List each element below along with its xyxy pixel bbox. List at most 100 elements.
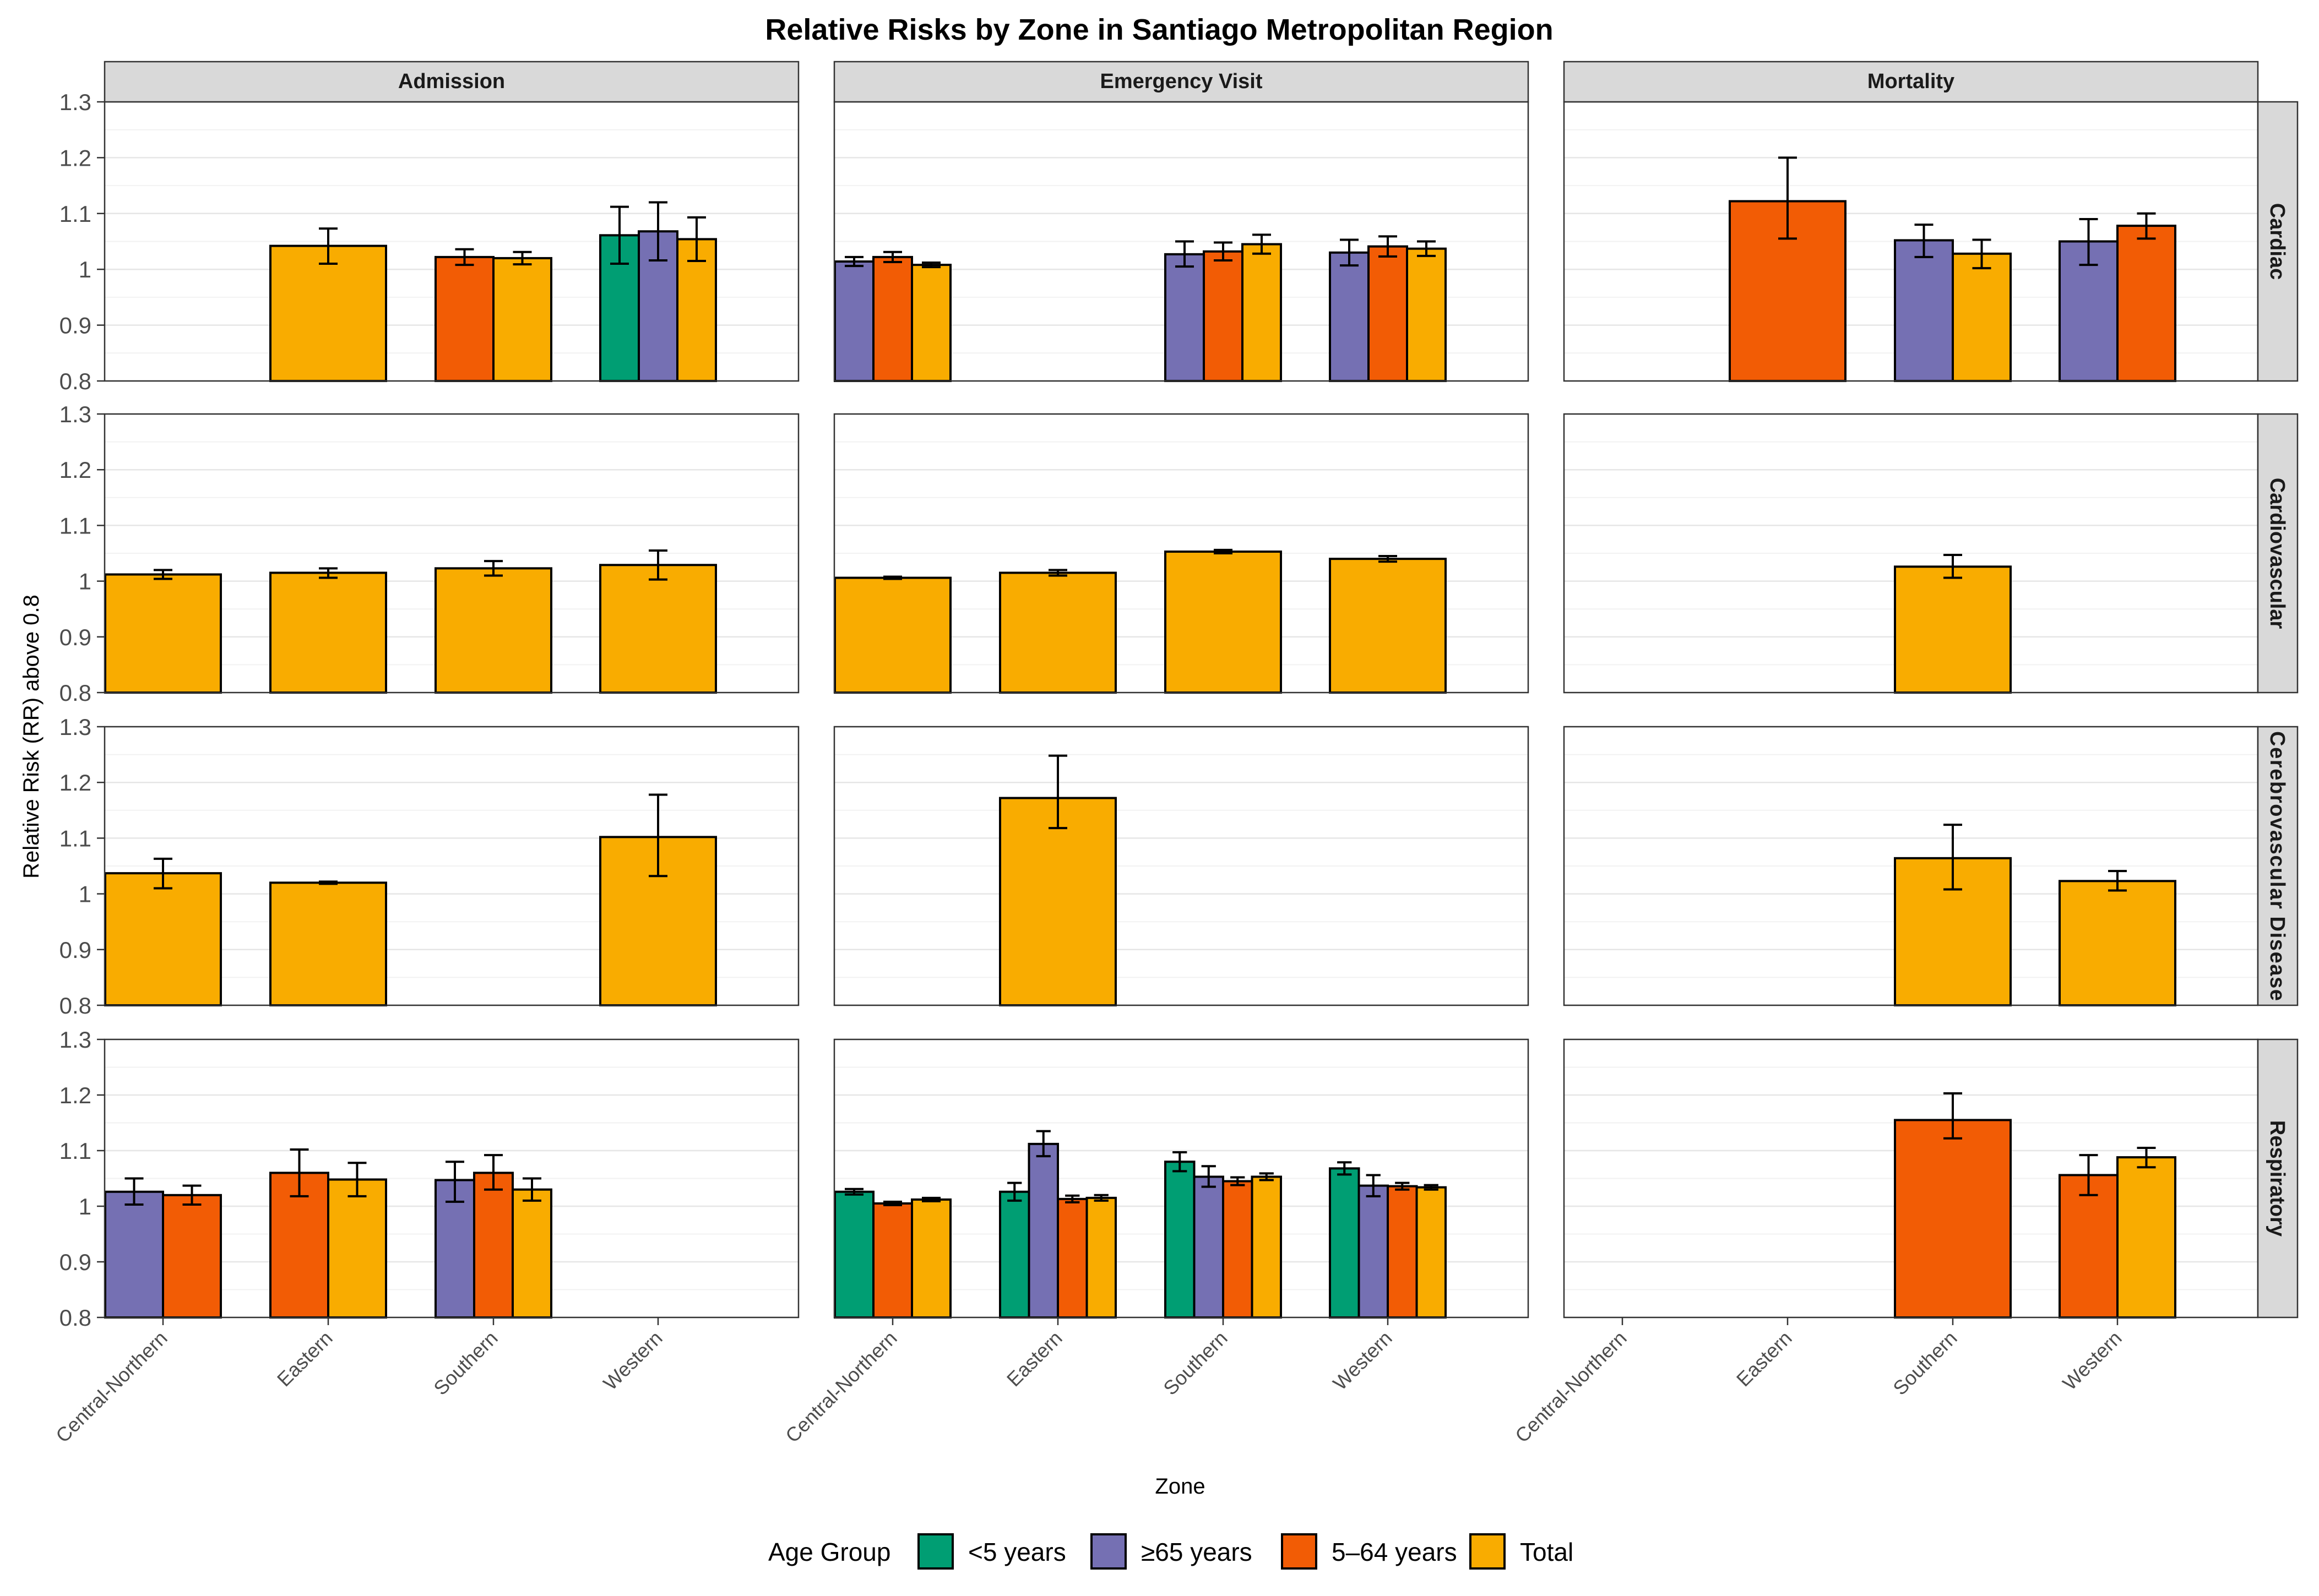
strip-background xyxy=(833,61,1529,103)
row-strip-label: Cardiac xyxy=(2266,203,2289,280)
y-tick-label: 1 xyxy=(79,257,91,282)
bar-respiratory-admission-southern-5-64-years xyxy=(473,1172,514,1319)
legend-label: ≥65 years xyxy=(1141,1538,1252,1566)
error-bar xyxy=(1366,1174,1381,1197)
bar-respiratory-emergency-visit-southern-total xyxy=(1251,1175,1282,1319)
bar-cardiac-emergency-visit-southern-5-64-years xyxy=(1203,250,1243,383)
error-bar xyxy=(1340,238,1359,267)
y-tick-label: 1 xyxy=(79,569,91,595)
bar-respiratory-admission-southern-total xyxy=(512,1188,552,1319)
error-bar xyxy=(319,880,338,885)
error-bar xyxy=(513,250,532,266)
bar-respiratory-emergency-visit-southern-5-64-years xyxy=(1222,1180,1253,1319)
y-tick-label: 0.9 xyxy=(59,313,91,339)
x-tick-label: Central-Northern xyxy=(51,1327,172,1447)
error-bar xyxy=(1049,754,1067,830)
x-tick-label: Southern xyxy=(429,1327,502,1399)
error-bar xyxy=(649,549,667,581)
panel-border xyxy=(833,726,1529,1006)
error-bar xyxy=(1943,554,1962,579)
bar-cardiac-mortality-western-5-64-years xyxy=(2116,225,2176,382)
error-bar xyxy=(610,205,629,265)
panel-border xyxy=(104,726,800,1006)
bar-cardiovascular-emergency-visit-eastern-total xyxy=(999,571,1117,694)
bar-respiratory-emergency-visit-eastern-5-64-years xyxy=(1057,1197,1088,1319)
bar-respiratory-emergency-visit-eastern-total xyxy=(1085,1196,1117,1319)
error-bar xyxy=(446,1161,464,1203)
error-bar xyxy=(922,1196,941,1202)
y-tick-label: 0.8 xyxy=(59,1305,91,1331)
error-bar xyxy=(124,1177,144,1206)
error-bar xyxy=(883,575,902,580)
bar-cardiac-emergency-visit-western-total xyxy=(1406,247,1447,382)
y-tick-label: 1.2 xyxy=(59,145,91,171)
x-axis-label: Zone xyxy=(1155,1474,1205,1499)
x-tick-label: Western xyxy=(2058,1327,2126,1395)
bar-cardiovascular-emergency-visit-central-northern-total xyxy=(834,576,952,694)
bar-respiratory-admission-eastern-total xyxy=(327,1178,387,1319)
bar-cardiovascular-admission-western-total xyxy=(599,564,717,694)
bar-respiratory-emergency-visit-western-65-plus xyxy=(1357,1184,1389,1319)
error-bar xyxy=(883,250,902,264)
bar-cerebrovascular-disease-emergency-visit-eastern-total xyxy=(999,797,1117,1006)
bar-cardiovascular-admission-eastern-total xyxy=(269,571,387,694)
bar-respiratory-mortality-southern-5-64-years xyxy=(1894,1119,2012,1319)
panel-border xyxy=(833,413,1529,694)
legend-label: <5 years xyxy=(968,1538,1066,1566)
error-bar xyxy=(2079,217,2098,266)
error-bar xyxy=(1252,233,1271,255)
panel-border xyxy=(104,413,800,694)
x-tick-label: Eastern xyxy=(1732,1327,1796,1391)
y-tick-label: 1.1 xyxy=(59,513,91,538)
bar-cardiac-emergency-visit-central-northern-5-64-years xyxy=(872,255,913,382)
legend-key xyxy=(917,1533,954,1570)
error-bar xyxy=(1259,1172,1274,1181)
legend-item: Total xyxy=(1469,1533,1573,1570)
error-bar xyxy=(1007,1181,1022,1202)
error-bar xyxy=(1943,1092,1962,1140)
error-bar xyxy=(845,255,863,268)
error-bar xyxy=(1395,1181,1410,1191)
bar-cardiac-emergency-visit-southern-65-plus xyxy=(1164,253,1205,382)
panels-layer: Admission Emergency Visit Mortality Cardiac… xyxy=(51,61,2299,1447)
error-bar xyxy=(1201,1165,1216,1188)
strip-background xyxy=(2257,101,2299,382)
strip-background xyxy=(104,61,800,103)
error-bar xyxy=(1094,1194,1109,1202)
error-bar xyxy=(347,1162,367,1197)
bar-respiratory-emergency-visit-western-5-64-years xyxy=(1387,1185,1418,1319)
row-strip-cerebrovascular-disease: Cerebrovascular Disease xyxy=(2257,726,2299,1006)
x-tick-label: Eastern xyxy=(273,1327,337,1391)
error-bar xyxy=(2137,1146,2156,1169)
x-tick-label: Western xyxy=(1328,1327,1396,1395)
bar-respiratory-emergency-visit-southern-under-5 xyxy=(1164,1161,1196,1319)
legend-title: Age Group xyxy=(768,1538,890,1566)
y-tick-label: 1 xyxy=(79,881,91,907)
bar-respiratory-emergency-visit-southern-65-plus xyxy=(1193,1175,1224,1319)
error-bar xyxy=(1230,1176,1245,1186)
y-tick-label: 1.1 xyxy=(59,825,91,851)
y-tick-label: 1.3 xyxy=(59,89,91,115)
y-axis-label: Relative Risk (RR) above 0.8 xyxy=(19,595,44,879)
bar-cerebrovascular-disease-mortality-western-total xyxy=(2059,880,2176,1006)
error-bar xyxy=(1049,569,1067,577)
bar-cardiac-emergency-visit-western-65-plus xyxy=(1329,251,1370,382)
bar-respiratory-emergency-visit-eastern-65-plus xyxy=(1028,1142,1059,1319)
error-bar xyxy=(1036,1130,1051,1158)
error-bar xyxy=(2079,1154,2098,1196)
bar-respiratory-admission-central-northern-65-plus xyxy=(104,1190,164,1319)
bar-cerebrovascular-disease-admission-eastern-total xyxy=(269,881,387,1006)
bar-respiratory-emergency-visit-western-under-5 xyxy=(1329,1167,1360,1319)
panel-border xyxy=(104,1038,800,1319)
error-bar xyxy=(1214,548,1232,554)
legend-key xyxy=(1090,1533,1127,1570)
error-bar xyxy=(1214,241,1232,262)
error-bar xyxy=(1943,824,1962,891)
bar-cardiovascular-emergency-visit-western-total xyxy=(1329,558,1447,694)
error-bar xyxy=(319,227,338,265)
y-tick-label: 1.2 xyxy=(59,457,91,483)
y-tick-label: 0.8 xyxy=(59,680,91,706)
legend-label: 5–64 years xyxy=(1332,1538,1457,1566)
bar-cardiac-admission-southern-total xyxy=(492,257,552,383)
bar-respiratory-admission-southern-65-plus xyxy=(435,1179,475,1319)
